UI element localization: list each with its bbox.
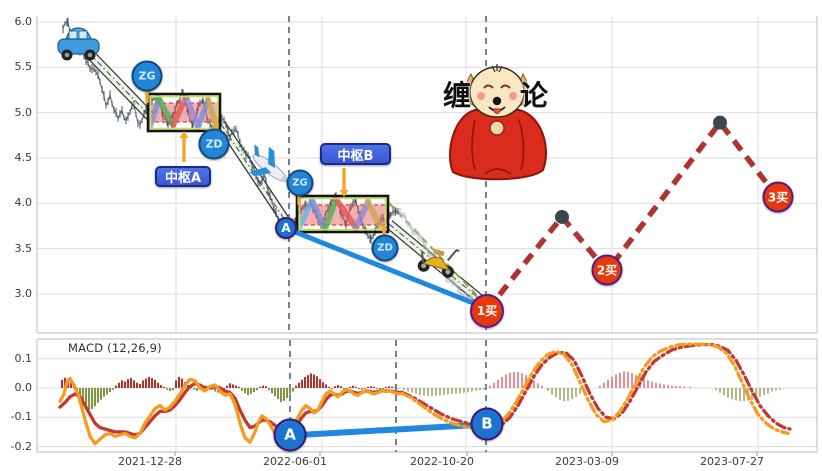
marker-buy-3[interactable]: 3买 [762,181,794,213]
airplane-icon [249,144,288,183]
price-axis-tick: 4.0 [14,196,33,210]
macd-parameters-label: MACD (12,26,9) [68,341,162,355]
macd-axis-tick: 0.0 [14,381,33,394]
price-axis-tick: 5.5 [14,60,33,74]
macd-axis-tick: -0.2 [10,439,32,453]
marker-zg-b[interactable]: ZG [286,169,314,197]
price-axis-tick: 5.0 [14,105,33,119]
marker-macd-b[interactable]: B [470,407,504,441]
date-axis-tick: 2022-10-20 [410,455,474,468]
watermark-char-lun: 论 [520,79,549,112]
watermark-char-chan: 缠 [443,79,472,112]
marker-zd-b[interactable]: ZD [371,234,399,262]
marker-buy-2[interactable]: 2买 [591,254,623,286]
pivot-a-button[interactable]: 中枢A [155,166,211,187]
date-axis-tick: 2022-06-01 [263,455,327,468]
dog-mascot-icon [449,64,547,181]
scooter-icon [417,249,460,278]
marker-macd-a[interactable]: A [273,418,307,452]
marker-point-a[interactable]: A [275,217,297,239]
price-axis-tick: 3.0 [14,287,33,300]
date-axis-tick: 2023-07-27 [700,455,764,468]
price-axis-tick: 3.5 [14,241,33,255]
price-axis-tick: 6.0 [14,15,33,28]
car-icon [57,27,100,61]
marker-zg-a[interactable]: ZG [131,60,163,92]
macd-axis-tick: -0.1 [10,410,32,424]
pivot-b-button[interactable]: 中枢B [320,143,391,165]
date-axis-tick: 2023-03-09 [555,455,619,468]
macd-axis-tick: 0.1 [14,351,33,365]
marker-zd-a[interactable]: ZD [198,128,230,160]
price-axis-tick: 4.5 [14,151,33,164]
date-axis-tick: 2021-12-28 [118,455,182,468]
marker-buy-1[interactable]: 1买 [470,294,504,328]
